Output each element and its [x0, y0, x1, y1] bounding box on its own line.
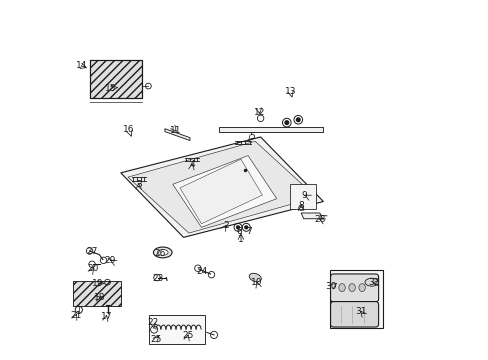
Text: 2: 2 — [223, 221, 228, 230]
Polygon shape — [73, 281, 121, 306]
Text: 19: 19 — [92, 279, 104, 288]
Polygon shape — [301, 213, 322, 219]
Text: 10: 10 — [251, 278, 262, 287]
Polygon shape — [128, 141, 316, 233]
Ellipse shape — [157, 249, 168, 255]
Text: 24: 24 — [196, 267, 207, 276]
Text: 6: 6 — [235, 228, 241, 237]
Polygon shape — [219, 127, 323, 132]
Text: 13: 13 — [284, 86, 296, 95]
Text: 5: 5 — [249, 132, 255, 141]
Circle shape — [285, 121, 288, 125]
Text: 25: 25 — [182, 332, 193, 341]
Polygon shape — [89, 60, 142, 98]
Ellipse shape — [249, 273, 261, 282]
Ellipse shape — [338, 284, 345, 292]
Text: 17: 17 — [101, 312, 112, 321]
FancyBboxPatch shape — [330, 302, 378, 327]
Text: 22: 22 — [147, 318, 158, 327]
Text: 31: 31 — [355, 307, 366, 316]
Text: 11: 11 — [169, 126, 181, 135]
Text: 7: 7 — [245, 228, 251, 237]
Text: 14: 14 — [76, 62, 87, 71]
Ellipse shape — [358, 284, 365, 292]
Ellipse shape — [364, 278, 378, 286]
Text: 1: 1 — [238, 235, 244, 244]
Text: 3: 3 — [136, 180, 142, 189]
Text: 25: 25 — [149, 335, 161, 344]
Circle shape — [236, 226, 239, 229]
Text: 32: 32 — [368, 278, 379, 287]
Text: 28: 28 — [314, 215, 325, 224]
Text: 16: 16 — [123, 125, 135, 134]
Text: 27: 27 — [86, 247, 98, 256]
Text: 18: 18 — [93, 293, 105, 302]
Circle shape — [296, 118, 300, 122]
Text: 26: 26 — [154, 249, 165, 258]
Text: 4: 4 — [189, 160, 195, 169]
Text: 21: 21 — [70, 311, 81, 320]
Text: 29: 29 — [104, 256, 116, 265]
FancyBboxPatch shape — [330, 274, 378, 302]
Polygon shape — [172, 156, 276, 227]
Ellipse shape — [348, 284, 355, 292]
Bar — [329, 270, 382, 328]
Polygon shape — [164, 129, 190, 140]
Text: 9: 9 — [301, 190, 307, 199]
Text: 30: 30 — [325, 282, 336, 291]
Ellipse shape — [153, 247, 172, 258]
Circle shape — [244, 226, 247, 229]
Bar — [290, 184, 316, 210]
Text: 8: 8 — [298, 201, 304, 210]
Polygon shape — [121, 137, 323, 237]
Polygon shape — [180, 159, 262, 224]
Text: 12: 12 — [253, 108, 264, 117]
Text: 20: 20 — [87, 265, 99, 274]
Bar — [149, 315, 204, 344]
Text: 23: 23 — [152, 274, 164, 283]
Text: 15: 15 — [105, 84, 117, 93]
